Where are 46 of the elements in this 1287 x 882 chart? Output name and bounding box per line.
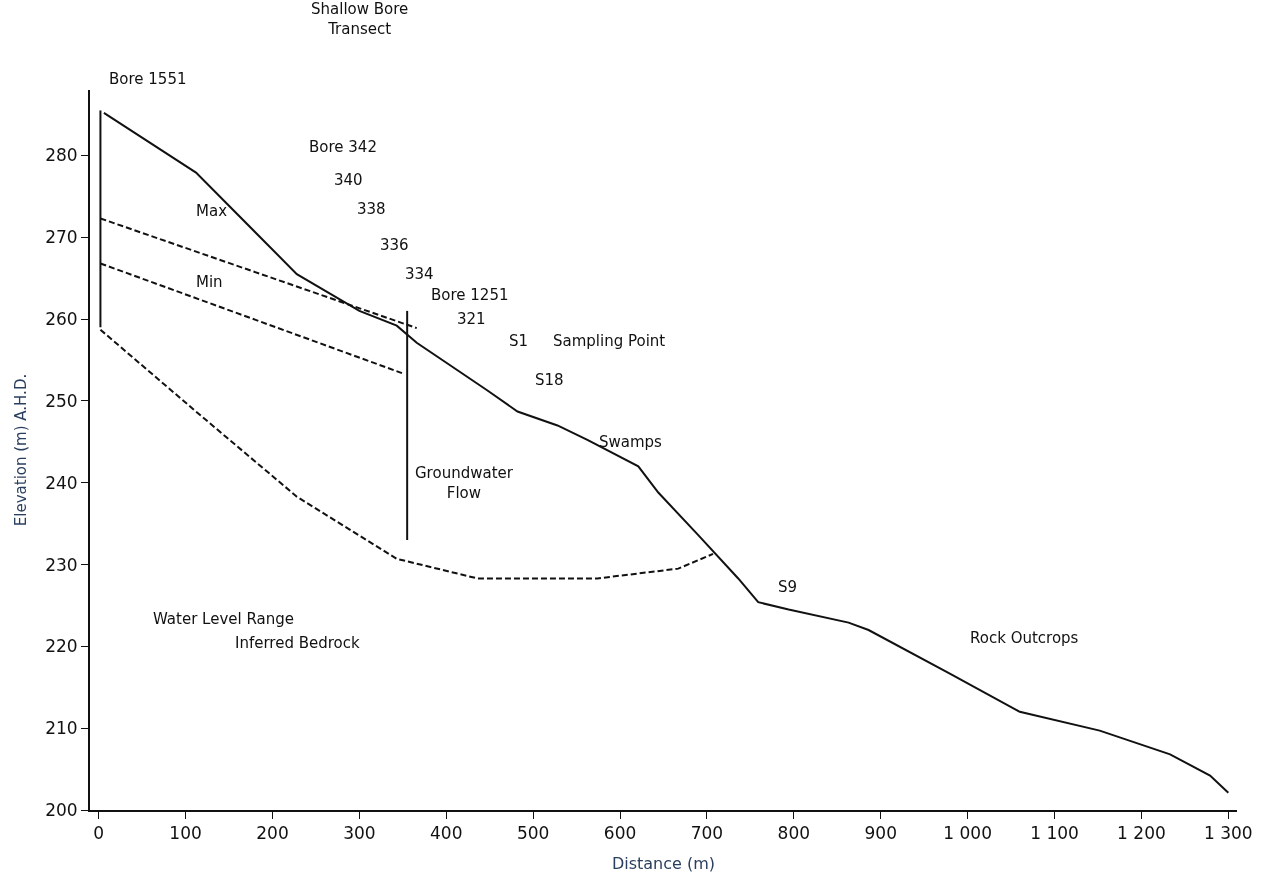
x-tick-label: 1 200 — [1117, 823, 1166, 844]
line-series — [102, 111, 1230, 794]
annotation: 336 — [380, 236, 409, 254]
text: Bore 1551 — [109, 70, 187, 88]
y-tick-label: 280 — [45, 145, 78, 166]
x-tick-label: 300 — [343, 823, 376, 844]
annotation: Min — [196, 273, 223, 291]
annotation: Max — [196, 202, 228, 220]
annotation: Groundwater Flow — [415, 464, 514, 502]
x-tick-label: 0 — [93, 823, 105, 844]
x-tick-label: 400 — [430, 823, 463, 844]
annotation: Rock Outcrops — [970, 629, 1079, 647]
annotation: Inferred Bedrock — [235, 634, 360, 652]
y-tick-label: 200 — [45, 799, 78, 820]
annotation: 338 — [357, 200, 386, 218]
x-tick-label: 600 — [603, 823, 637, 844]
y-tick-label: 220 — [45, 636, 78, 657]
annotation: Water Level Range — [153, 610, 295, 628]
x-tick-label: 900 — [864, 823, 897, 844]
x-tick-label: 700 — [690, 823, 724, 844]
y-tick-label: 210 — [45, 718, 78, 739]
y-tick-label: 230 — [45, 554, 78, 575]
y-tick-label: 270 — [45, 227, 78, 248]
annotation: Swamps — [599, 433, 663, 451]
x-tick-label: 800 — [777, 823, 811, 844]
annotation: 321 — [457, 310, 486, 328]
y-tick-label: 240 — [45, 472, 78, 493]
annotation: Bore 1251 — [431, 286, 509, 304]
y-tick-label: 260 — [45, 309, 78, 330]
annotation: Sampling Point — [553, 332, 666, 350]
annotation: S18 — [535, 371, 564, 389]
x-tick-label: 200 — [256, 823, 289, 844]
y-axis-title: Elevation (m) A.H.D. — [11, 373, 30, 527]
x-tick-label: 1 100 — [1030, 823, 1079, 844]
x-tick-label: 500 — [516, 823, 550, 844]
x-axis-title: Distance (m) — [611, 853, 716, 873]
y-tick-label: 250 — [45, 390, 78, 411]
x-tick-label: 1 300 — [1203, 823, 1253, 844]
annotation: 334 — [405, 265, 434, 283]
text: Shallow Bore Transect — [311, 0, 409, 38]
annotation: S1 — [509, 332, 529, 350]
annotation: 340 — [334, 171, 363, 189]
annotation: Bore 342 — [309, 138, 377, 156]
x-tick-label: 100 — [169, 823, 202, 844]
x-tick-label: 1 000 — [943, 823, 992, 844]
annotation: S9 — [778, 578, 798, 596]
